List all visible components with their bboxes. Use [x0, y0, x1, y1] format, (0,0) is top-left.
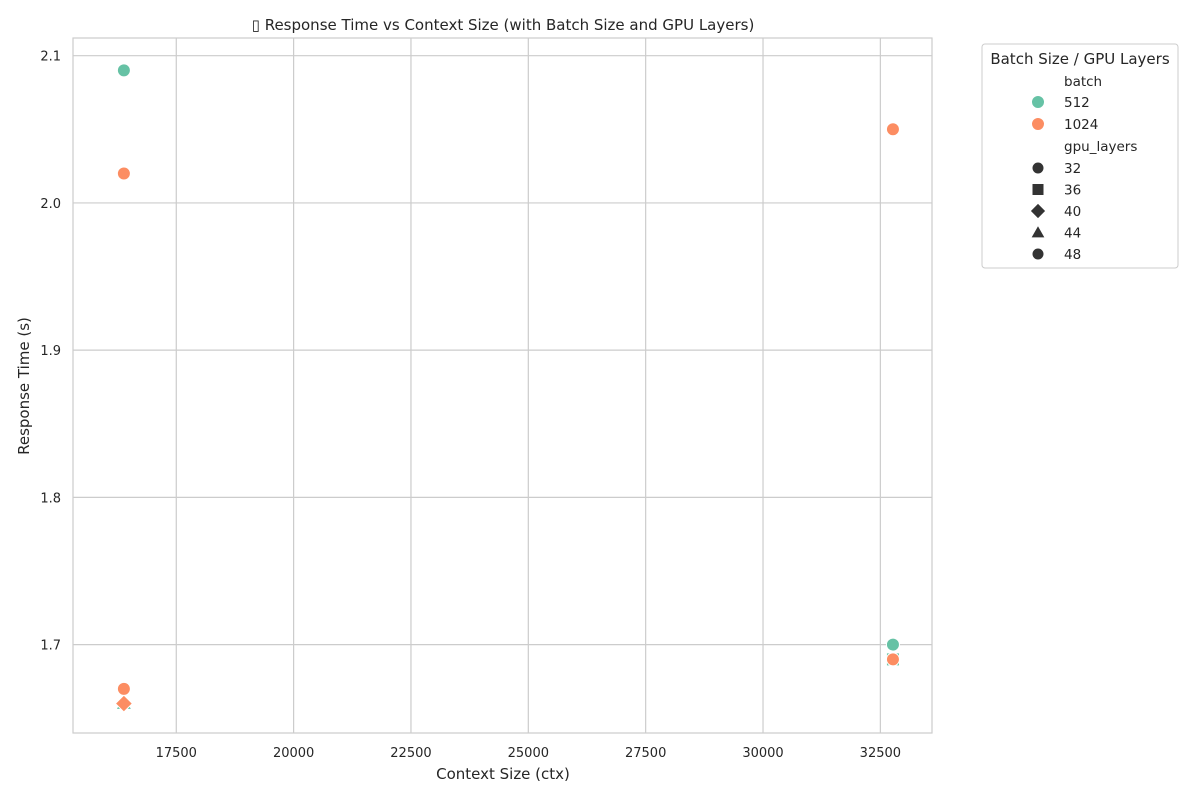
x-tick-label: 25000	[508, 746, 549, 761]
legend-style-marker	[1031, 183, 1045, 196]
data-point	[116, 681, 131, 696]
legend-style-label: 36	[1064, 183, 1081, 199]
legend-style-marker	[1029, 224, 1047, 239]
data-point	[116, 63, 131, 78]
legend-hue-marker	[1031, 117, 1045, 131]
data-point	[116, 166, 131, 181]
legend-style-label: 40	[1064, 204, 1081, 220]
legend-title: Batch Size / GPU Layers	[990, 50, 1170, 68]
x-tick-label: 22500	[390, 746, 431, 761]
chart-title: ▯ Response Time vs Context Size (with Ba…	[252, 16, 755, 34]
x-tick-label: 32500	[860, 746, 901, 761]
y-tick-label: 2.0	[40, 197, 61, 212]
legend-style-marker	[1031, 247, 1045, 261]
legend-hue-marker	[1031, 95, 1045, 109]
grid	[73, 38, 932, 733]
legend-style-marker	[1031, 161, 1045, 175]
legend-hue-label: 1024	[1064, 117, 1098, 133]
data-point	[885, 652, 900, 667]
legend-style-marker	[1029, 202, 1047, 220]
data-points	[114, 63, 900, 713]
legend-style-label: 48	[1064, 247, 1081, 263]
y-axis-label: Response Time (s)	[15, 317, 33, 455]
y-tick-label: 2.1	[40, 50, 61, 65]
legend-style-label: 32	[1064, 161, 1081, 177]
legend-hue-label: 512	[1064, 95, 1090, 111]
axis-ticks: 17500 20000 22500 25000 27500 30000 32500 1.7 1.…	[40, 50, 901, 761]
x-axis-label: Context Size (ctx)	[436, 765, 570, 783]
plot-frame	[72, 37, 933, 734]
data-point	[885, 637, 900, 652]
legend: Batch Size / GPU Layers batch gpu_layers…	[981, 43, 1179, 269]
x-tick-label: 17500	[156, 746, 197, 761]
x-tick-label: 20000	[273, 746, 314, 761]
y-tick-label: 1.9	[40, 344, 61, 359]
legend-style-label: 44	[1064, 226, 1081, 242]
x-tick-label: 27500	[625, 746, 666, 761]
legend-items: 512 1024 32 36 40 44 48	[1029, 95, 1098, 263]
data-point	[114, 694, 134, 713]
y-tick-label: 1.8	[40, 491, 61, 506]
legend-hue-title: batch	[1064, 74, 1102, 90]
y-tick-label: 1.7	[40, 639, 61, 654]
x-tick-label: 30000	[742, 746, 783, 761]
data-point	[885, 122, 900, 137]
legend-style-title: gpu_layers	[1064, 139, 1137, 155]
